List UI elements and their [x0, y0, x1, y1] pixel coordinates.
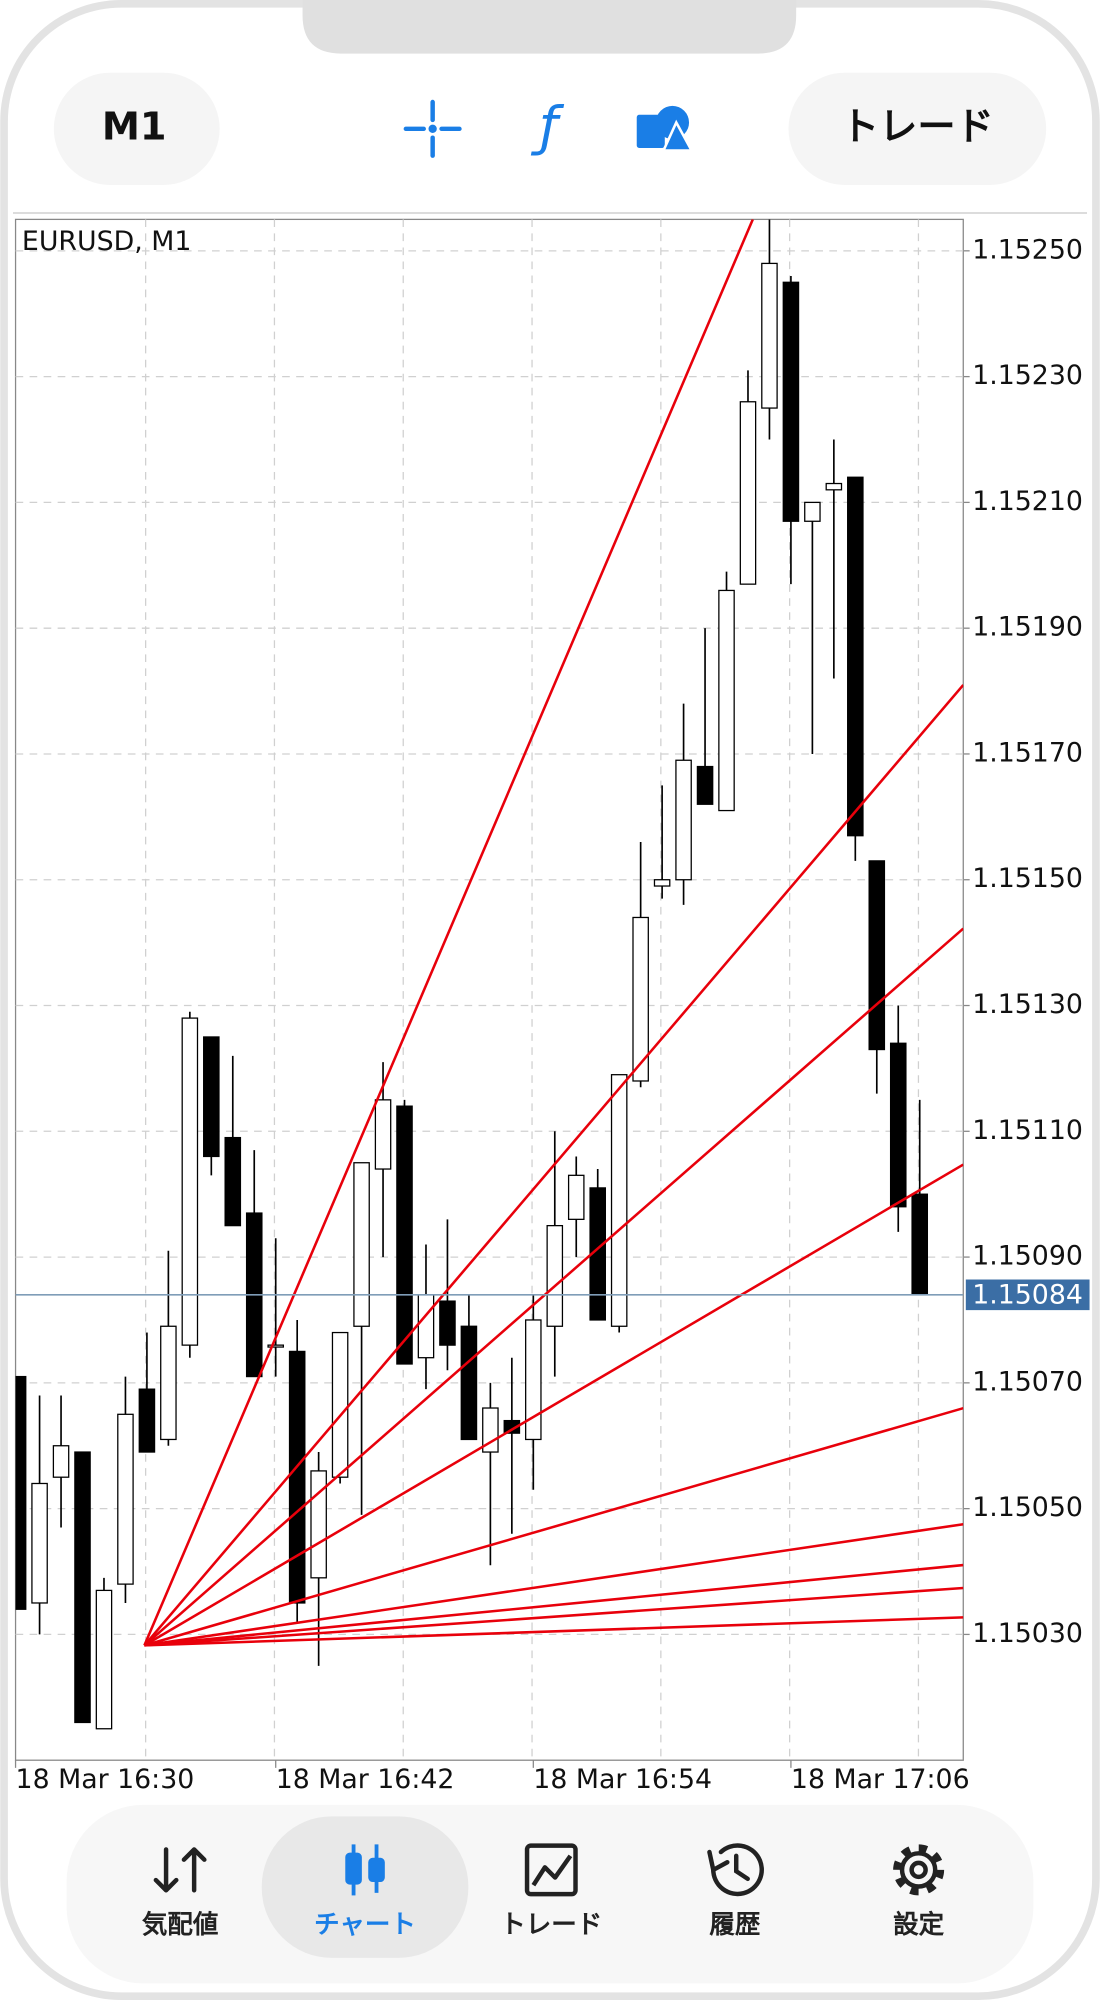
fan-line [144, 1522, 964, 1647]
y-tick-label: 1.15210 [972, 486, 1083, 517]
candle-body [52, 1445, 70, 1478]
nav-label[interactable]: 設定 [893, 1910, 945, 1940]
y-tick-label: 1.15170 [972, 737, 1083, 768]
candle-body [847, 476, 864, 837]
fan-line [144, 1586, 964, 1647]
candle-body [718, 589, 735, 812]
candle-body [15, 1375, 27, 1610]
x-tick-label: 18 Mar 16:54 [533, 1764, 712, 1795]
settings-icon[interactable] [893, 1844, 945, 1896]
x-tick-label: 18 Mar 17:06 [791, 1764, 970, 1795]
fan-line [143, 927, 964, 1647]
candle-body [889, 1042, 907, 1208]
candles [15, 219, 929, 1730]
active-tab [261, 1816, 469, 1958]
y-tick-label: 1.15110 [972, 1115, 1083, 1146]
candle-body [74, 1451, 91, 1724]
fan-line [144, 1406, 964, 1647]
candle-body [782, 281, 800, 522]
trade-label: トレード [841, 104, 994, 149]
x-tick-label: 18 Mar 16:30 [16, 1764, 195, 1795]
fan-line [143, 219, 754, 1646]
chart-icon[interactable] [345, 1844, 385, 1896]
fan-line [143, 1163, 964, 1647]
candle-body [567, 1174, 585, 1220]
notch [302, 0, 797, 54]
candle-body [203, 1036, 220, 1158]
trade-icon[interactable] [524, 1843, 578, 1897]
last-price-label: 1.15084 [972, 1280, 1083, 1311]
fan-line [144, 1616, 964, 1647]
quotes-icon[interactable] [153, 1847, 207, 1893]
y-tick-label: 1.15150 [972, 863, 1083, 894]
plot-area [14, 218, 964, 1761]
candle-body [525, 1319, 542, 1441]
last-price-box [965, 1279, 1090, 1311]
y-tick-label: 1.15050 [972, 1492, 1083, 1523]
nav-label[interactable]: 履歴 [709, 1910, 761, 1940]
candle-body [804, 501, 821, 522]
candle-body [911, 1193, 929, 1296]
candle-body [224, 1136, 242, 1227]
nav-label[interactable]: 気配値 [142, 1910, 219, 1940]
candle-body [138, 1388, 156, 1453]
y-tick-label: 1.15190 [972, 612, 1083, 643]
candle-body [610, 1074, 628, 1327]
candle-body [95, 1589, 113, 1730]
candle-body [696, 765, 714, 805]
candle-body [396, 1105, 413, 1365]
candle-body [417, 1294, 435, 1359]
candle-body [331, 1331, 349, 1478]
nav-label[interactable]: トレード [500, 1910, 602, 1940]
y-tick-label: 1.15030 [972, 1618, 1083, 1649]
candle-body [825, 482, 843, 491]
candle-body [353, 1162, 370, 1327]
y-tick-label: 1.15230 [972, 360, 1083, 391]
chart: 1.15250 1.15230 1.15210 1.15190 1.15170 1.151… [14, 219, 1090, 1795]
chart-title: EURUSD, M1 [22, 226, 191, 257]
candle-body [460, 1325, 478, 1441]
x-tick-label: 18 Mar 16:42 [276, 1764, 455, 1795]
y-tick-label: 1.15130 [972, 989, 1083, 1020]
candle-body [374, 1099, 392, 1170]
y-tick-label: 1.15070 [972, 1366, 1083, 1397]
objects-icon[interactable] [636, 105, 694, 152]
fan-line [143, 684, 964, 1647]
candle-body [868, 860, 886, 1051]
candle-body [739, 401, 757, 585]
trade-button[interactable] [788, 72, 1047, 185]
gann-fan [143, 219, 964, 1647]
fan-line [144, 1563, 964, 1647]
timeframe-button[interactable] [53, 72, 220, 185]
candle-body [503, 1419, 521, 1434]
candle-body [31, 1482, 48, 1604]
candle-body [653, 879, 671, 887]
candle-body [439, 1300, 456, 1346]
nav-label[interactable]: チャート [314, 1910, 416, 1940]
y-tick-label: 1.15250 [972, 234, 1083, 265]
candle-body [267, 1344, 285, 1348]
candle-body [761, 262, 778, 409]
candle-body [675, 759, 692, 881]
timeframe-label: M1 [102, 104, 167, 149]
candle-body [160, 1325, 177, 1441]
candle-body [288, 1350, 306, 1604]
candle-body [632, 916, 649, 1082]
history-icon[interactable] [707, 1843, 764, 1897]
y-tick-label: 1.15090 [972, 1241, 1083, 1272]
candle-body [117, 1413, 134, 1585]
candle-body [546, 1224, 564, 1327]
candle-body [181, 1017, 199, 1346]
crosshair-icon[interactable] [403, 99, 462, 158]
